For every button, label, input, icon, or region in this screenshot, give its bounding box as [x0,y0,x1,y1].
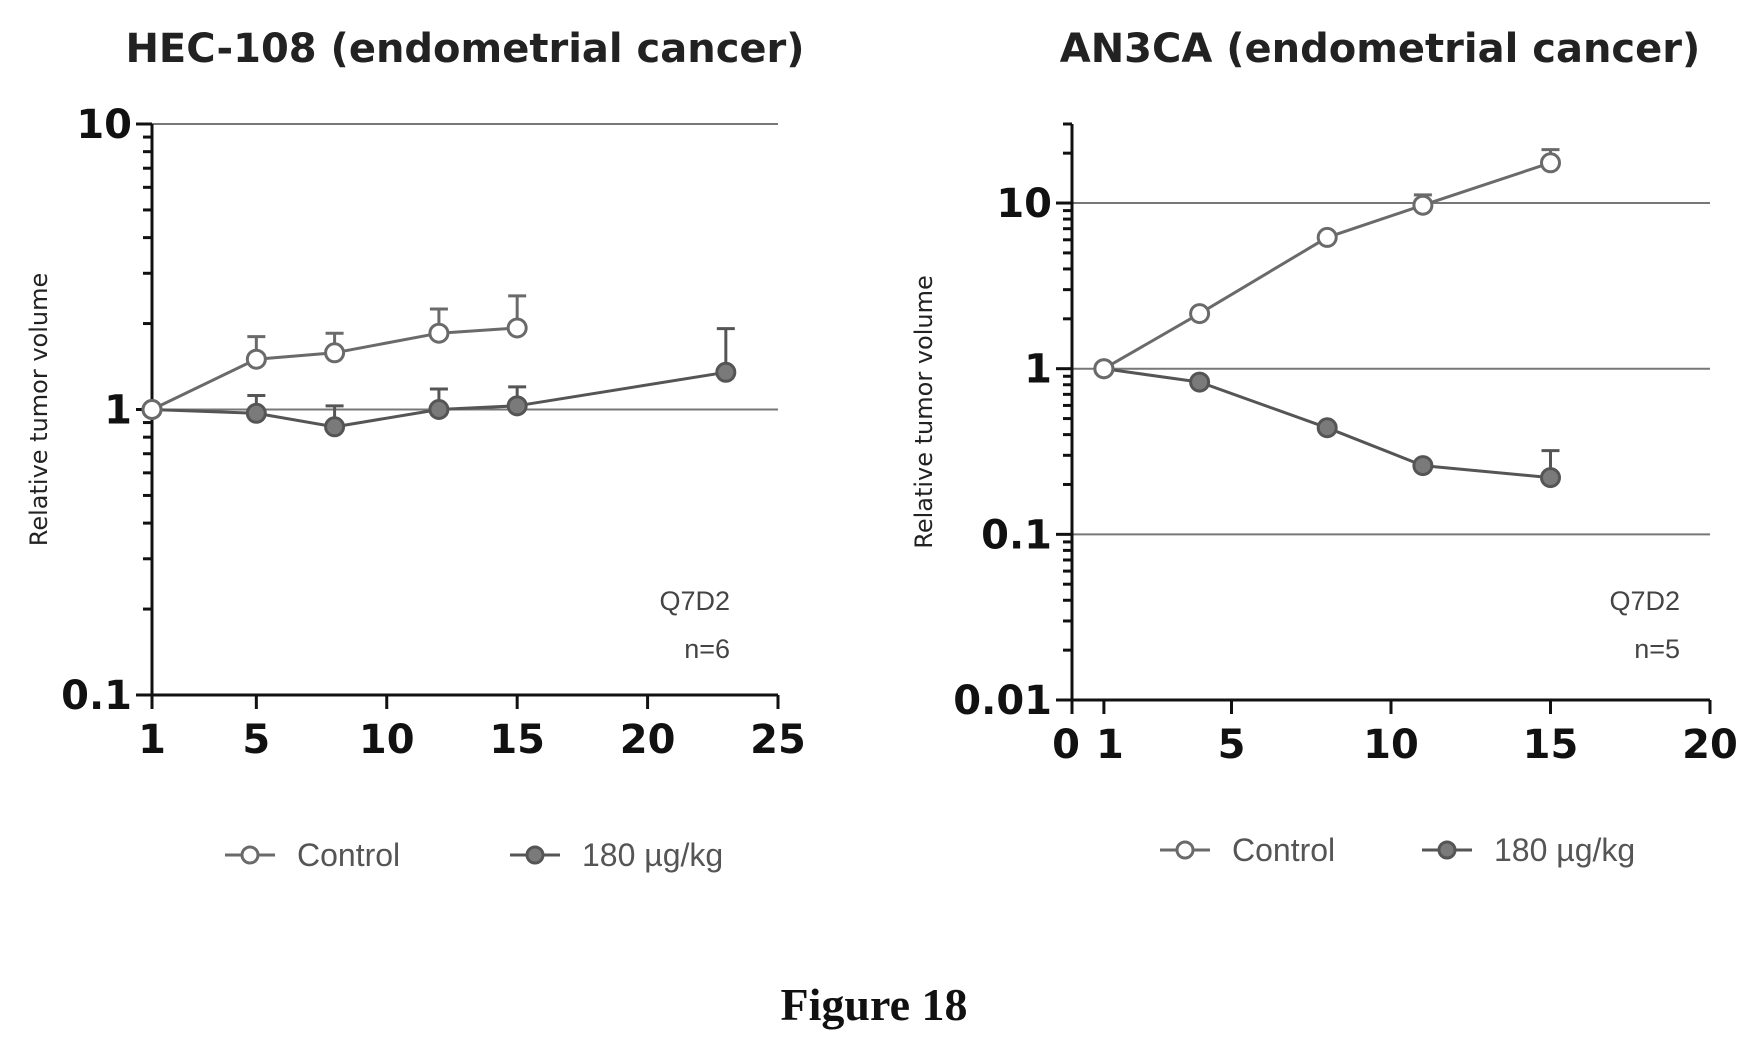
data-point-control [324,342,346,364]
y-tick-label: 1 [104,388,132,434]
data-point-control [141,399,163,420]
data-point-control [506,317,528,339]
data-point-180ugkg [1540,467,1561,489]
chart-title: AN3CA (endometrial cancer) [1060,26,1701,72]
x-tick-label: 15 [489,717,545,763]
data-point-180ugkg [1412,455,1434,477]
annotation-line: Q7D2 [1609,586,1680,616]
y-tick-label: 0.1 [61,673,132,719]
data-point-180ugkg [1316,417,1338,439]
legend-marker-control [1175,840,1195,860]
chart-title: HEC-108 (endometrial cancer) [125,26,804,72]
y-tick-label: 0.01 [953,678,1052,724]
x-tick-label: 1 [1096,722,1124,768]
y-tick-label: 10 [996,181,1052,227]
y-tick-label: 10 [76,102,132,148]
x-tick-label: 5 [242,717,270,763]
data-point-180ugkg [428,399,450,420]
x-tick-label: 1 [138,717,166,763]
annotation-line: Q7D2 [659,586,730,616]
x-tick-label: 10 [359,717,415,763]
annotation-line: n=5 [1634,634,1680,664]
data-point-180ugkg [506,395,528,417]
data-point-180ugkg [1189,371,1211,393]
data-point-control [1189,303,1211,325]
data-point-control [428,322,450,344]
legend-label: Control [1232,832,1335,868]
data-point-control [1540,152,1561,174]
x-tick-label: 25 [750,717,806,763]
y-axis-label: Relative tumor volume [25,273,53,547]
x-tick-label: 10 [1363,722,1419,768]
y-tick-label: 1 [1024,347,1052,393]
legend-marker-180ugkg [1437,840,1457,860]
series-line-control [1103,161,1551,370]
legend-marker-control [240,845,260,865]
legend-label: Control [297,837,400,873]
y-axis-label: Relative tumor volume [910,275,938,549]
data-point-180ugkg [245,402,267,424]
x-tick-label: 0 [1052,722,1080,768]
x-tick-label: 5 [1218,722,1246,768]
x-tick-label: 15 [1523,722,1579,768]
series-line-180ugkg [151,370,727,429]
figure-caption: Figure 18 [781,979,968,1030]
data-point-control [1093,358,1115,380]
data-point-control [1316,226,1338,248]
x-tick-label: 20 [1682,722,1738,768]
legend-label: 180 µg/kg [582,837,723,873]
legend-label: 180 µg/kg [1494,832,1635,868]
data-point-180ugkg [715,361,737,383]
x-tick-label: 20 [620,717,676,763]
data-point-control [245,348,267,370]
annotation-line: n=6 [684,634,730,664]
legend-marker-180ugkg [525,845,545,865]
data-point-180ugkg [324,416,346,438]
data-point-control [1412,194,1434,216]
y-tick-label: 0.1 [981,512,1052,558]
